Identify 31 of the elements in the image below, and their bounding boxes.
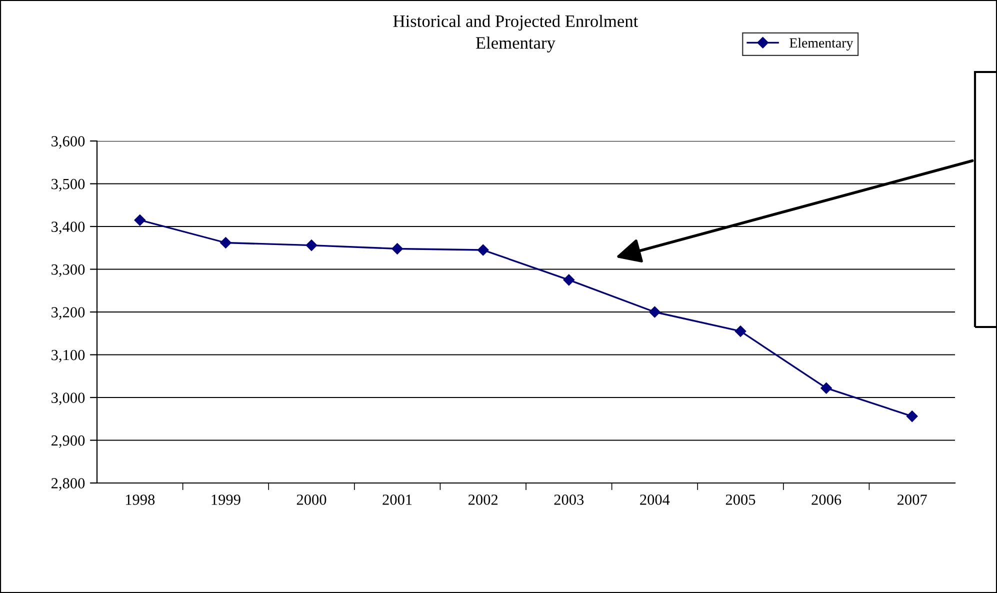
point (477, 244, 489, 256)
point (134, 214, 146, 226)
point (649, 306, 660, 318)
point (306, 240, 318, 251)
y-tick-label: 3,200 (52, 307, 85, 320)
x-tick-label: 2001 (382, 494, 412, 505)
y-tick-label: 3,000 (52, 392, 85, 406)
y-tick-label: 3,600 (52, 136, 85, 149)
point (563, 274, 575, 286)
x-tick-label: 2005 (726, 494, 756, 505)
point (906, 410, 918, 422)
y-tick-label: 2,800 (51, 478, 85, 491)
y-tick-label: 3,500 (52, 178, 85, 192)
y-tick-label: 3,400 (52, 222, 85, 234)
chart-title: Historical and Projected Enrolment Elementary (393, 14, 638, 52)
point (220, 237, 232, 248)
y-tick-label: 3,300 (52, 264, 85, 277)
point (734, 326, 746, 337)
x-tick-label: 2002 (468, 494, 498, 505)
legend-label: Elementary (790, 38, 854, 51)
x-tick-label: 2006 (812, 494, 842, 505)
point (392, 243, 403, 254)
x-tick-label: 1999 (212, 494, 240, 505)
x-tick-label: 2000 (296, 494, 326, 505)
x-tick-label: 2007 (897, 494, 927, 505)
x-tick-label: 2004 (640, 494, 670, 505)
y-tick-label: 3,100 (52, 350, 85, 362)
y-tick-label: 2,900 (51, 435, 85, 448)
point (820, 382, 832, 394)
x-tick-label: 1998 (126, 494, 155, 505)
x-tick-label: 2003 (554, 494, 584, 505)
